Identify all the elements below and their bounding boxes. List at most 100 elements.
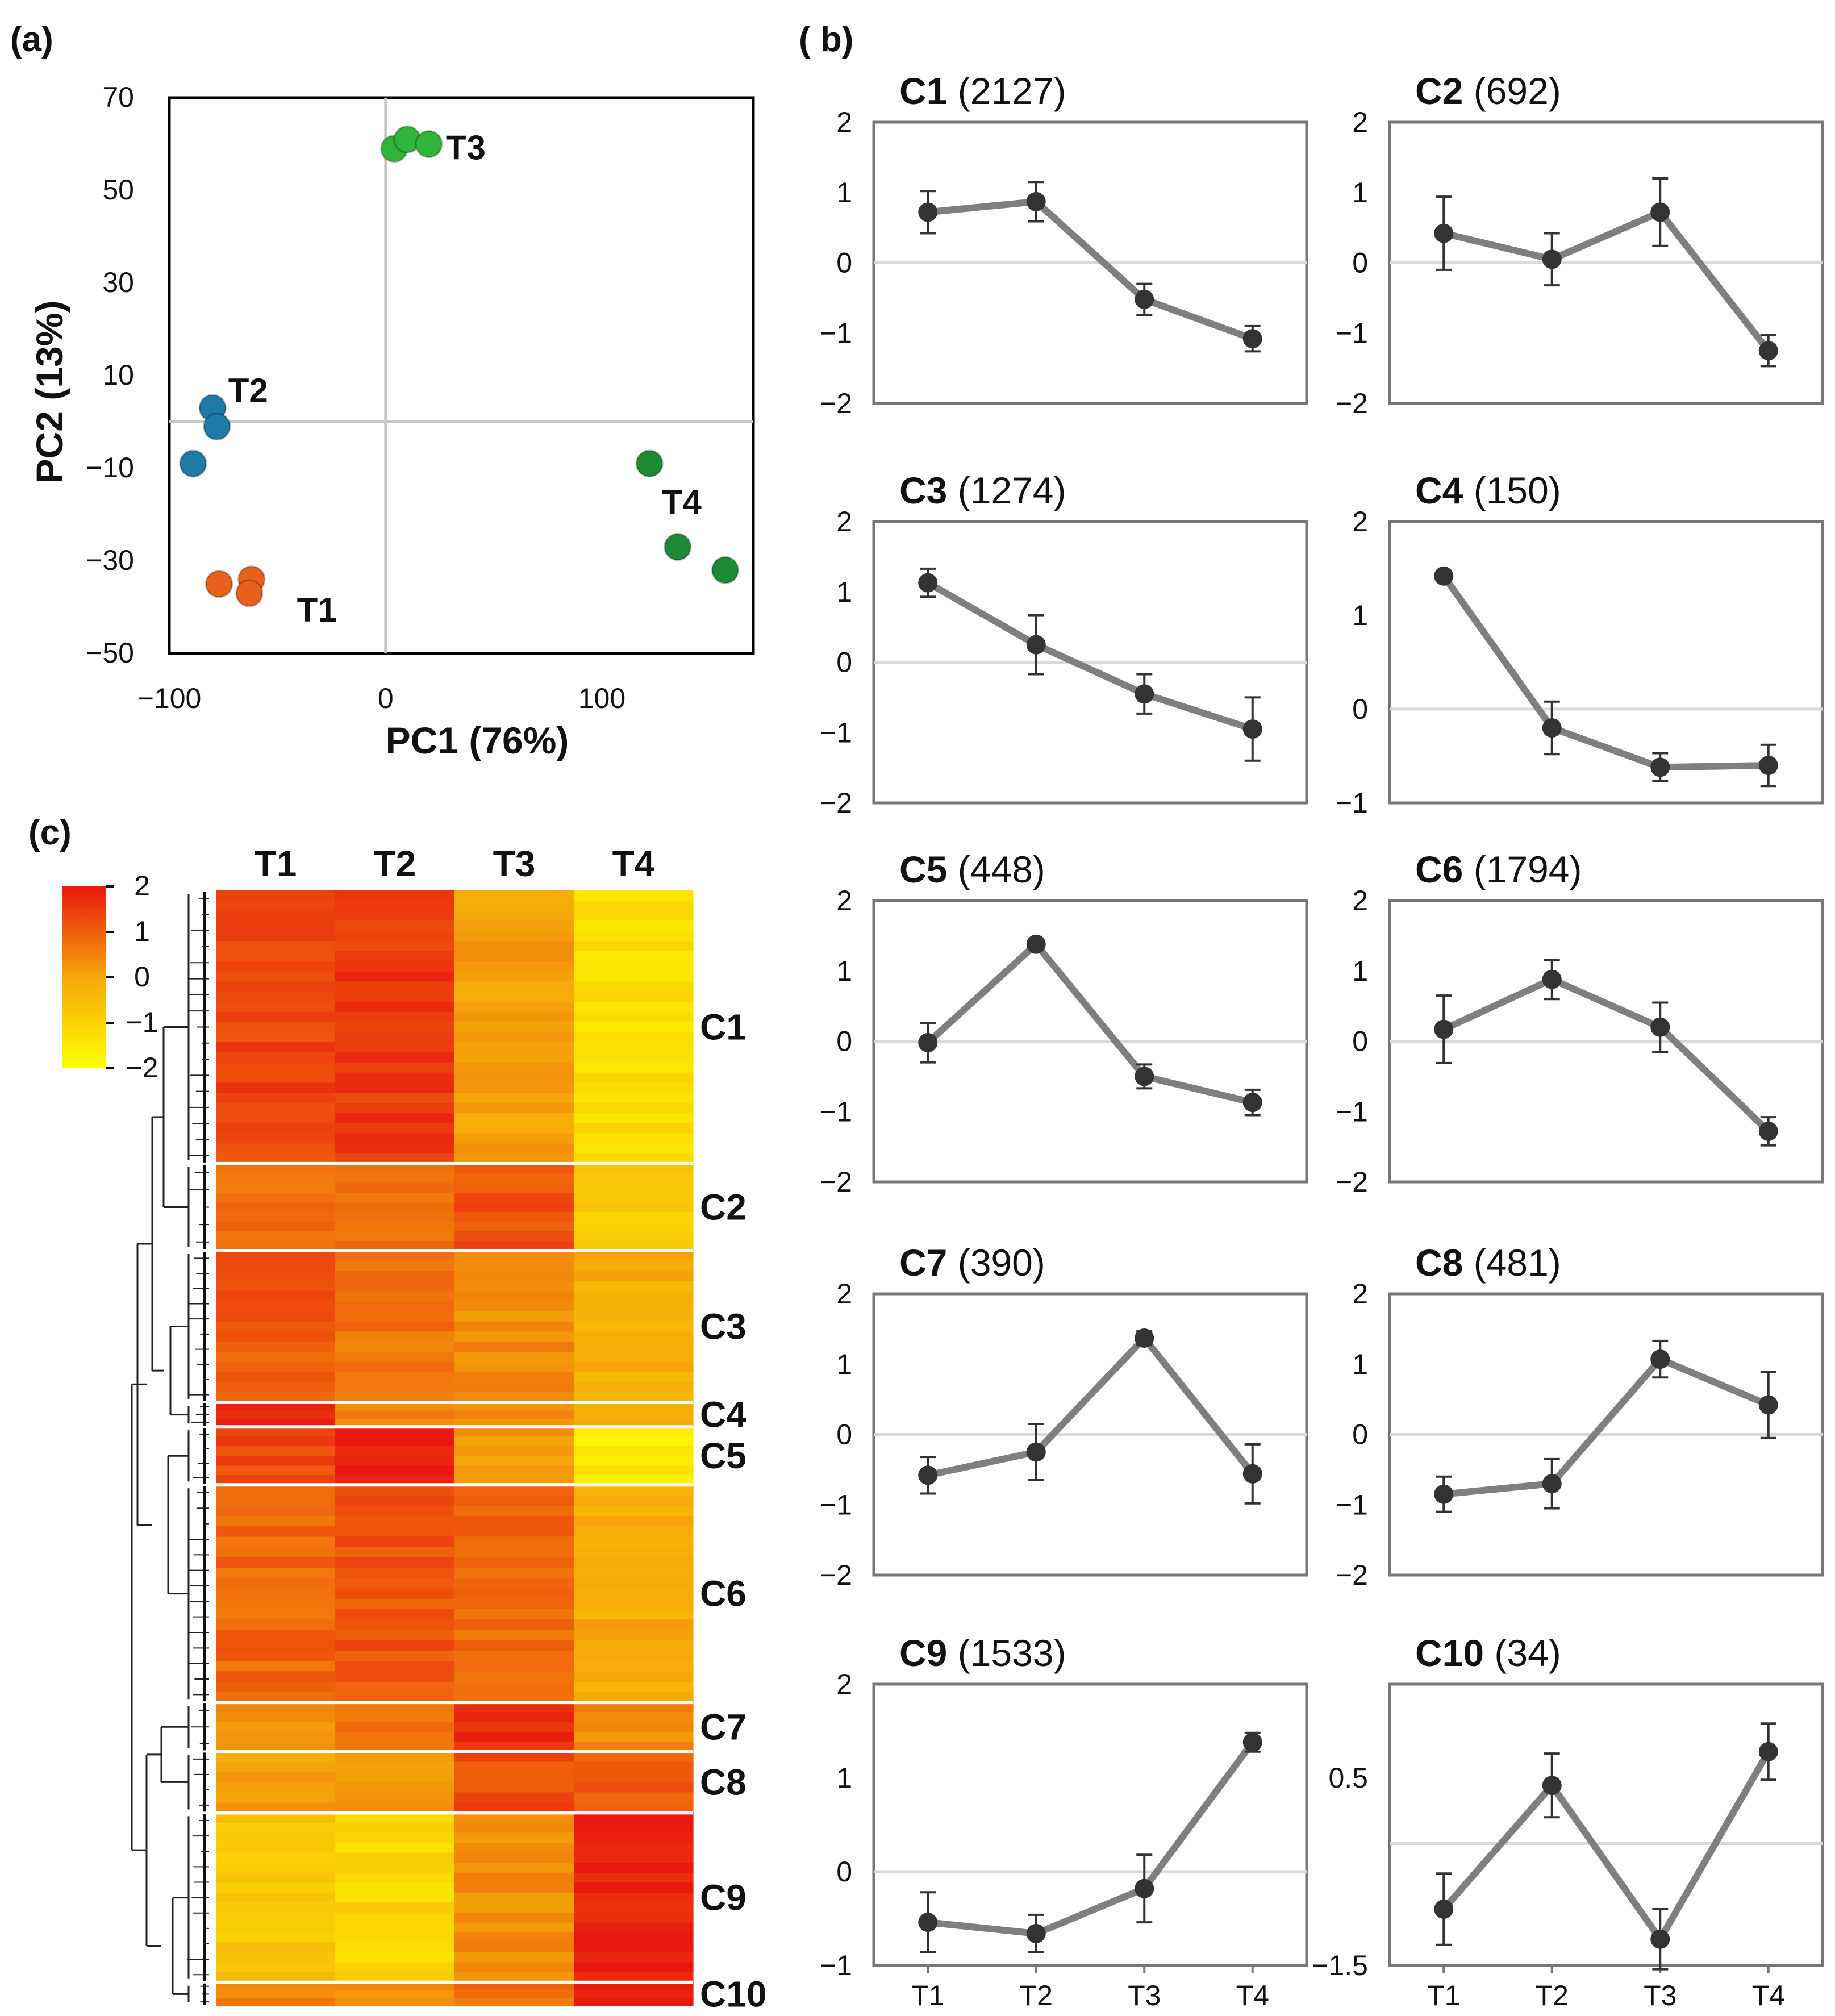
profile-point: [1135, 1878, 1154, 1898]
heatmap-cell: [574, 1998, 694, 2006]
pca-group-label-t3: T3: [446, 128, 486, 166]
heatmap-cell: [216, 1557, 336, 1568]
profile-point: [1242, 1464, 1262, 1484]
heatmap-cell: [216, 1882, 336, 1893]
profile-series-line: [927, 1334, 1256, 1479]
profile-y-tick-label: 0: [1352, 247, 1368, 279]
heatmap-cell: [216, 1982, 336, 1991]
heatmap-cell: [335, 1822, 455, 1834]
heatmap-cell: [574, 890, 694, 901]
heatmap-cell: [574, 1568, 694, 1578]
heatmap-cell: [335, 1661, 455, 1672]
pca-point-t2: [179, 449, 207, 478]
profile-y-tick-label: 0: [1352, 1026, 1368, 1057]
profile-y-tick-label: −1.5: [1312, 1950, 1368, 1981]
heatmap-cell: [335, 1902, 455, 1913]
heatmap-cell: [454, 1990, 574, 1998]
heatmap-cell: [335, 941, 455, 952]
heatmap-column-label-t2: T2: [374, 843, 416, 884]
heatmap-cell: [574, 1192, 694, 1203]
heatmap-cell: [216, 1446, 336, 1456]
heatmap-cell: [574, 1382, 694, 1393]
heatmap-cell: [335, 1557, 455, 1568]
heatmap-cell: [335, 1588, 455, 1600]
heatmap-cell: [335, 1222, 455, 1232]
heatmap-cell: [574, 1772, 694, 1783]
heatmap-cell: [574, 1578, 694, 1589]
heatmap-cell: [574, 1892, 694, 1903]
heatmap-cell: [574, 1912, 694, 1923]
profile-point: [1758, 1121, 1778, 1141]
heatmap-cell: [216, 1536, 336, 1548]
heatmap-cell: [216, 1123, 336, 1134]
profile-point: [1242, 329, 1262, 349]
profile-point: [1242, 1093, 1262, 1113]
heatmap-cell: [574, 1418, 694, 1427]
heatmap-cell: [454, 1072, 574, 1084]
heatmap-cell: [454, 1609, 574, 1620]
profile-y-tick-label: 1: [1352, 177, 1368, 209]
heatmap-cell: [454, 1702, 574, 1713]
heatmap-cell: [335, 961, 455, 972]
profile-title-c1: C1 (2127): [899, 70, 1066, 112]
profile-y-tick-label: −2: [820, 388, 852, 419]
heatmap-column-label-t3: T3: [493, 843, 536, 884]
pca-y-tick-label: −10: [86, 452, 134, 484]
heatmap-cell: [574, 1042, 694, 1053]
profile-point: [1026, 1923, 1046, 1943]
heatmap-cell: [454, 1192, 574, 1203]
heatmap-cell: [454, 1153, 574, 1164]
profile-point: [1758, 1395, 1778, 1415]
heatmap-cell: [335, 1942, 455, 1953]
heatmap-cell: [574, 1456, 694, 1466]
heatmap-cell: [574, 1410, 694, 1419]
heatmap-cell: [216, 1872, 336, 1883]
heatmap-cell: [216, 1782, 336, 1793]
pca-group-label-t4: T4: [662, 484, 702, 522]
heatmap-cell: [574, 1505, 694, 1517]
heatmap-cell: [216, 1902, 336, 1913]
heatmap-cell: [454, 1382, 574, 1393]
heatmap-cell: [335, 1495, 455, 1506]
profile-y-tick-label: 0: [836, 647, 852, 678]
heatmap-cell: [335, 1578, 455, 1589]
profile-title-c4: C4 (150): [1415, 469, 1561, 511]
heatmap-cell: [216, 920, 336, 931]
heatmap-cell: [216, 1042, 336, 1053]
heatmap-cell: [574, 1547, 694, 1558]
heatmap-cell: [335, 1113, 455, 1124]
heatmap-cell: [454, 1822, 574, 1834]
heatmap-cell: [574, 981, 694, 992]
profile-y-tick-label: 0: [836, 1856, 852, 1888]
profile-point: [1434, 1900, 1454, 1919]
heatmap-cell: [454, 1982, 574, 1991]
pca-x-axis-title: PC1 (76%): [386, 719, 569, 761]
profile-point: [1542, 249, 1562, 269]
profile-y-tick-label: −1: [820, 317, 852, 349]
profile-y-tick-label: 0: [836, 1026, 852, 1057]
heatmap-cell: [454, 1922, 574, 1933]
heatmap-cell: [216, 1436, 336, 1447]
heatmap-column-label-t4: T4: [612, 843, 655, 884]
heatmap-cell: [454, 900, 574, 911]
heatmap-cell: [574, 1103, 694, 1114]
heatmap-cell: [216, 1731, 336, 1742]
heatmap-cell: [454, 1526, 574, 1538]
heatmap-cell: [216, 1609, 336, 1620]
profile-x-tick-label: T2: [1020, 1980, 1053, 2011]
heatmap-cell: [335, 1761, 455, 1773]
heatmap-cell: [454, 1942, 574, 1953]
heatmap-cluster-label-c1: C1: [700, 1006, 746, 1047]
heatmap-cell: [454, 1352, 574, 1363]
heatmap-cell: [335, 1465, 455, 1476]
heatmap-cell: [216, 1568, 336, 1578]
heatmap-cell: [454, 1321, 574, 1332]
heatmap-cell: [454, 1052, 574, 1063]
heatmap-cell: [335, 910, 455, 922]
heatmap-cell: [574, 910, 694, 922]
pca-y-tick-label: 10: [102, 359, 134, 391]
heatmap-cell: [216, 1241, 336, 1251]
heatmap-cell: [574, 1123, 694, 1134]
heatmap-column-label-t1: T1: [255, 843, 297, 884]
heatmap-cell: [574, 1962, 694, 1973]
